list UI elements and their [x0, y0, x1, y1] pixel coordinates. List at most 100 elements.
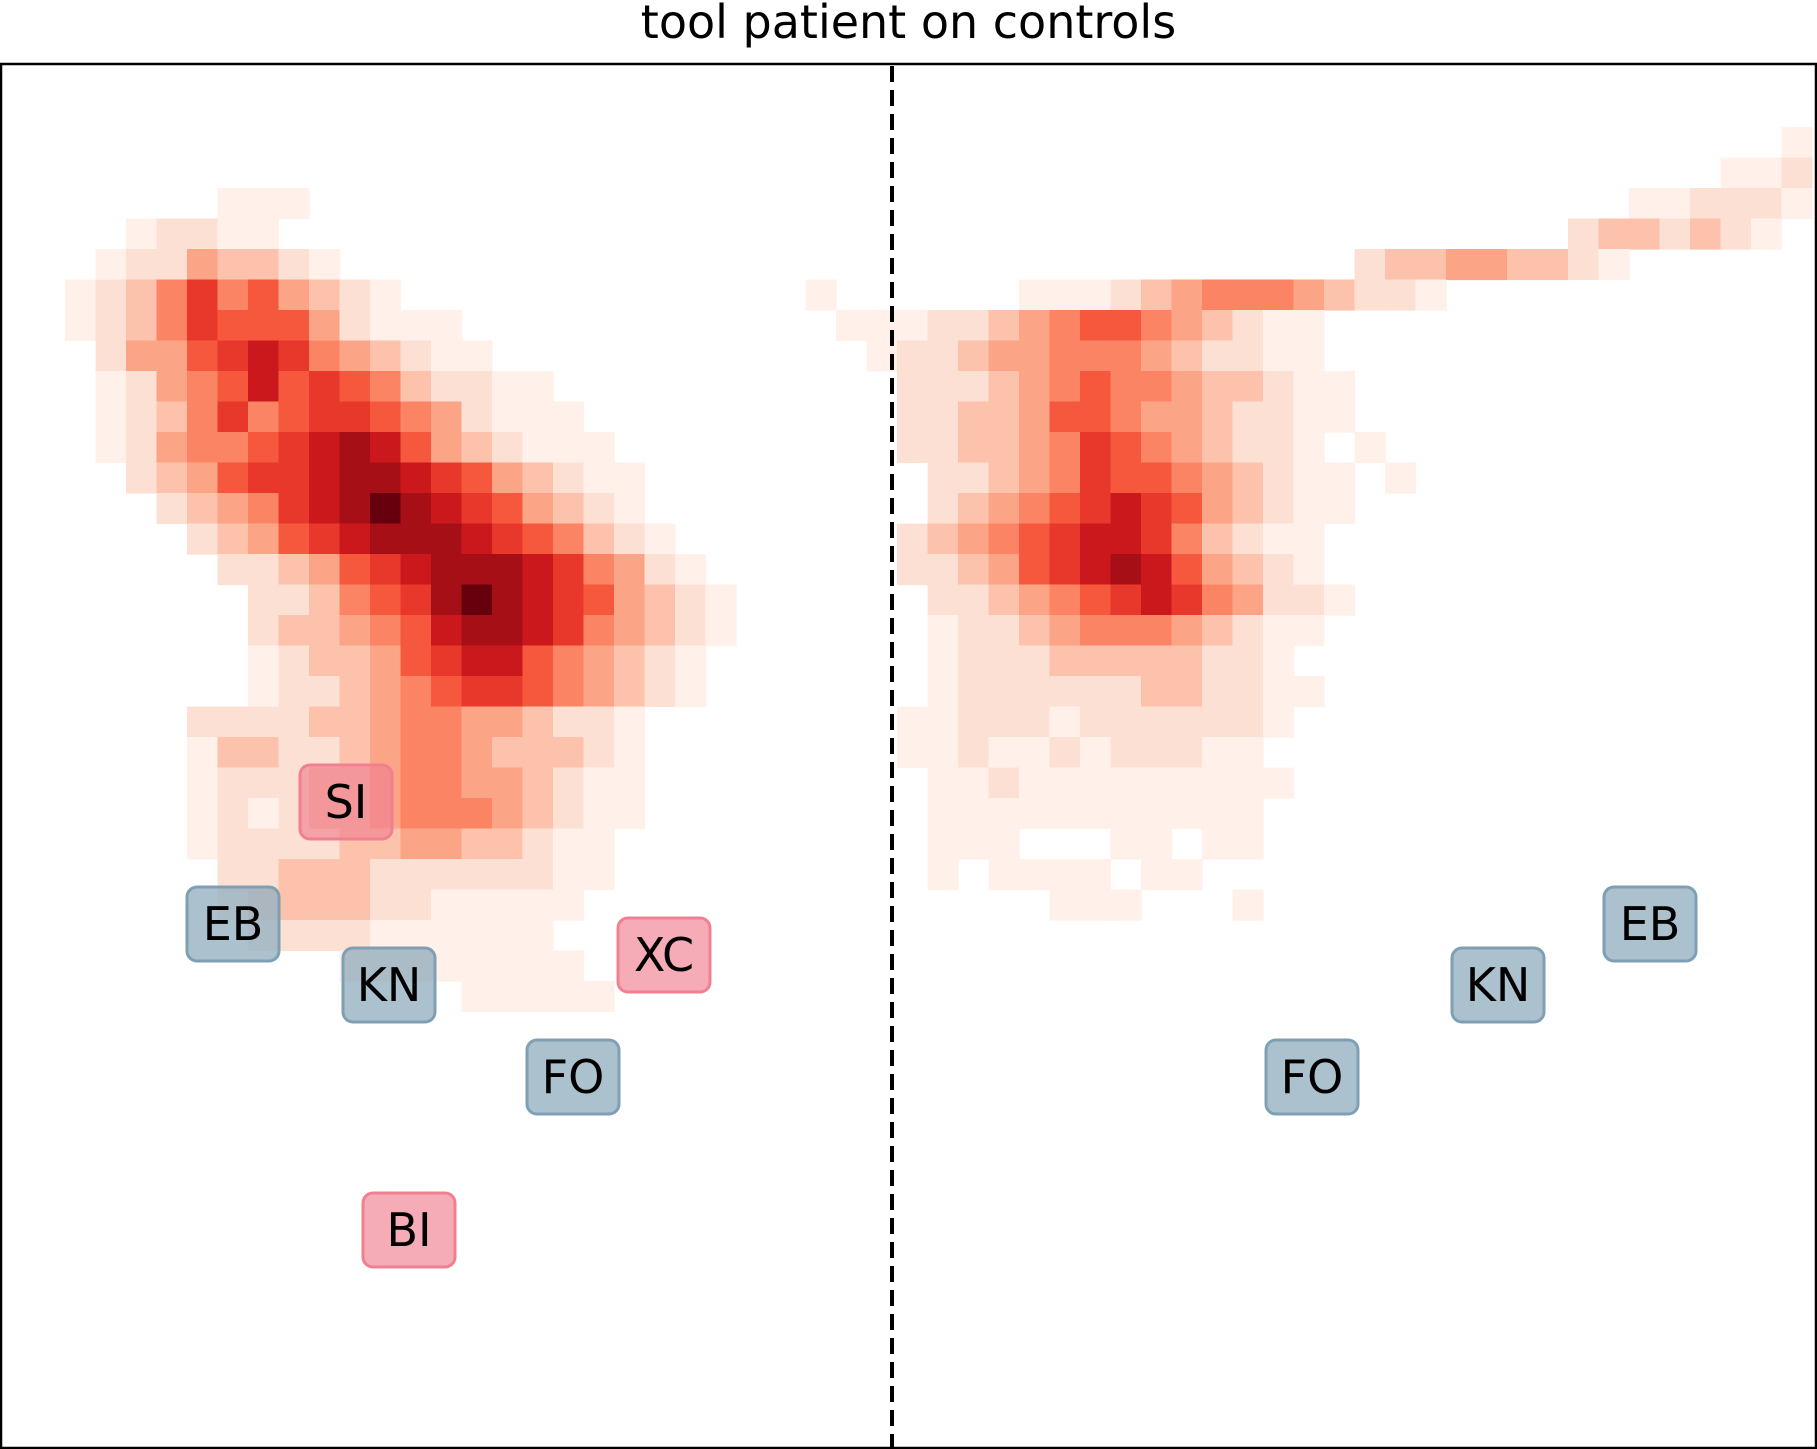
heatmap-cell	[988, 584, 1020, 616]
heatmap-cell	[1171, 401, 1203, 433]
heatmap-cell	[1232, 676, 1264, 708]
heatmap-cell	[1080, 340, 1112, 372]
heatmap-cell	[217, 340, 249, 372]
heatmap-cell	[370, 279, 402, 311]
heatmap-cell	[1080, 676, 1112, 708]
heatmap-cell	[187, 401, 219, 433]
heatmap-cell	[927, 493, 959, 525]
heatmap-cell	[675, 645, 707, 677]
heatmap-cell	[156, 493, 188, 525]
heatmap-cell	[1629, 188, 1661, 220]
heatmap-cell	[492, 676, 524, 708]
heatmap-cell	[400, 432, 432, 464]
heatmap-cell	[614, 554, 646, 586]
heatmap-cell	[248, 432, 280, 464]
heatmap-cell	[431, 615, 463, 647]
heatmap-cell	[278, 859, 310, 891]
heatmap-cell	[278, 371, 310, 403]
heatmap-cell	[1324, 493, 1356, 525]
heatmap-cell	[1263, 676, 1295, 708]
heatmap-cell	[461, 554, 493, 586]
heatmap-cell	[187, 798, 219, 830]
heatmap-cell	[492, 371, 524, 403]
heatmap-cell	[1080, 523, 1112, 555]
heatmap-cell	[217, 401, 249, 433]
roi-label-box	[525, 1038, 621, 1116]
heatmap-cell	[1049, 859, 1081, 891]
heatmap-cell	[1263, 340, 1295, 372]
heatmap-cell	[1751, 218, 1783, 250]
heatmap-cell	[1354, 432, 1386, 464]
heatmap-cell	[1171, 371, 1203, 403]
heatmap-cell	[461, 340, 493, 372]
heatmap-cell	[339, 340, 371, 372]
heatmap-cell	[522, 554, 554, 586]
heatmap-cell	[492, 981, 524, 1013]
heatmap-cell	[522, 432, 554, 464]
heatmap-cell	[553, 523, 585, 555]
heatmap-cell	[339, 310, 371, 342]
heatmap-cell	[1171, 523, 1203, 555]
roi-label-box	[361, 1191, 457, 1269]
heatmap-cell	[1141, 859, 1173, 891]
heatmap-cell	[309, 584, 341, 616]
heatmap-cell	[278, 401, 310, 433]
heatmap-cell	[675, 554, 707, 586]
heatmap-cell	[1354, 249, 1386, 281]
heatmap-cell	[1202, 371, 1234, 403]
heatmap-cell	[1568, 218, 1600, 250]
heatmap-cell	[309, 859, 341, 891]
heatmap-cell	[927, 554, 959, 586]
heatmap-cell	[1110, 737, 1142, 769]
heatmap-cell	[836, 310, 868, 342]
heatmap-cell	[1202, 706, 1234, 738]
heatmap-cell	[1293, 432, 1325, 464]
heatmap-cell	[400, 401, 432, 433]
heatmap-cell	[1202, 310, 1234, 342]
heatmap-cell	[309, 706, 341, 738]
heatmap-cell	[309, 279, 341, 311]
heatmap-cell	[1110, 432, 1142, 464]
heatmap-cell	[156, 462, 188, 494]
heatmap-cell	[370, 462, 402, 494]
heatmap-cell	[988, 432, 1020, 464]
heatmap-cell	[370, 706, 402, 738]
heatmap-cell	[370, 645, 402, 677]
heatmap-cell	[897, 737, 929, 769]
heatmap-cell	[461, 737, 493, 769]
heatmap-cell	[492, 615, 524, 647]
heatmap-cell	[248, 401, 280, 433]
heatmap-cell	[339, 432, 371, 464]
heatmap-cell	[1049, 798, 1081, 830]
heatmap-cell	[1202, 798, 1234, 830]
heatmap-cell	[431, 310, 463, 342]
heatmap-cell	[1415, 249, 1447, 281]
heatmap-cell	[126, 371, 158, 403]
heatmap-cell	[1202, 554, 1234, 586]
heatmap-cell	[583, 584, 615, 616]
heatmap-cell	[897, 554, 929, 586]
heatmap-cell	[1110, 767, 1142, 799]
heatmap-cell	[278, 462, 310, 494]
heatmap-cell	[400, 615, 432, 647]
chart-title: tool patient on controls	[640, 0, 1177, 49]
heatmap-cell	[492, 462, 524, 494]
heatmap-cell	[400, 584, 432, 616]
heatmap-cell	[431, 584, 463, 616]
heatmap-cell	[431, 523, 463, 555]
heatmap-cell	[897, 310, 929, 342]
heatmap-cell	[217, 249, 249, 281]
heatmap-cell	[897, 371, 929, 403]
heatmap-cell	[1110, 371, 1142, 403]
heatmap-cell	[1720, 218, 1752, 250]
heatmap-cell	[927, 737, 959, 769]
heatmap-cell	[1019, 493, 1051, 525]
heatmap-cell	[1263, 706, 1295, 738]
heatmap-cell	[1141, 462, 1173, 494]
heatmap-cell	[95, 432, 127, 464]
heatmap-cell	[400, 310, 432, 342]
heatmap-cell	[217, 493, 249, 525]
heatmap-cell	[614, 462, 646, 494]
heatmap-cell	[1171, 493, 1203, 525]
